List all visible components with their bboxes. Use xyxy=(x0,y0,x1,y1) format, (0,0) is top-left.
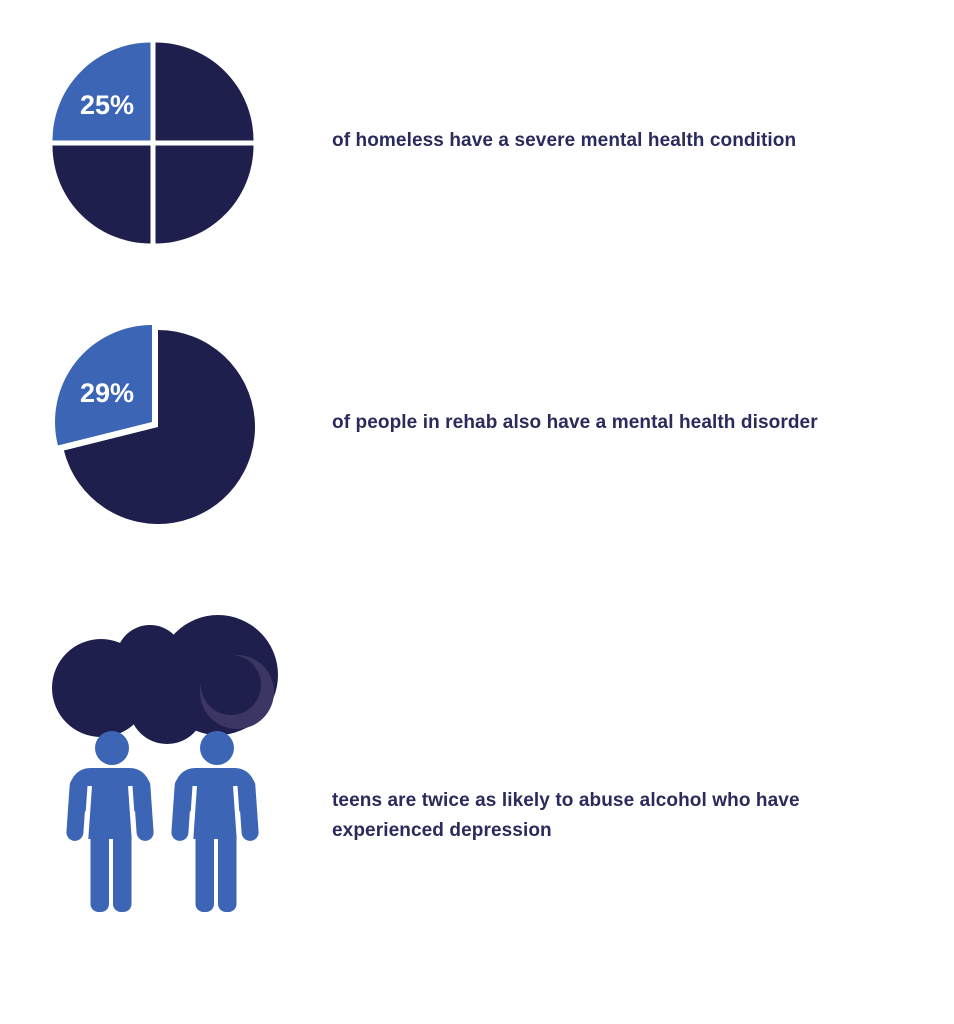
percent-label-25: 25% xyxy=(80,90,134,120)
pie-chart-25-percent-icon: 25% xyxy=(52,42,254,244)
pie-quadrant-bottom-left xyxy=(52,145,151,244)
person-arm-left xyxy=(66,776,87,841)
person-head xyxy=(95,731,129,765)
percent-label-29: 29% xyxy=(80,378,134,408)
pie-quadrant-top-right xyxy=(155,42,254,141)
person-leg-right xyxy=(218,831,237,912)
dark-cloud-icon xyxy=(52,615,278,744)
person-icon-left xyxy=(66,731,154,912)
person-leg-left xyxy=(195,831,214,912)
person-armpit-gap-left xyxy=(83,785,92,843)
two-people-dark-cloud-illustration xyxy=(52,615,278,912)
pie-slice-remainder xyxy=(63,330,256,524)
person-arm-right xyxy=(133,776,154,841)
pie-quadrant-highlighted xyxy=(52,42,151,141)
person-arm-right xyxy=(238,776,259,841)
person-torso xyxy=(87,771,133,839)
person-torso xyxy=(192,771,238,839)
person-armpit-gap-right xyxy=(233,785,242,843)
stat-caption-homeless: of homeless have a severe mental health … xyxy=(332,130,797,151)
person-arm-left xyxy=(171,776,192,841)
stat-caption-rehab: of people in rehab also have a mental he… xyxy=(332,412,818,433)
person-icon-right xyxy=(171,731,259,912)
person-armpit-gap-left xyxy=(188,785,197,843)
person-leg-right xyxy=(113,831,132,912)
pie-quadrants xyxy=(52,42,254,244)
person-armpit-gap-right xyxy=(128,785,137,843)
crescent-highlight-inner xyxy=(201,655,261,715)
pie-chart-29-percent-icon: 29% xyxy=(55,325,256,524)
person-leg-left xyxy=(90,831,109,912)
stat-caption-teens: teens are twice as likely to abuse alcoh… xyxy=(332,790,800,841)
pie-quadrant-bottom-right xyxy=(155,145,254,244)
person-head xyxy=(200,731,234,765)
pie-slice-exploded-highlighted xyxy=(55,325,152,446)
